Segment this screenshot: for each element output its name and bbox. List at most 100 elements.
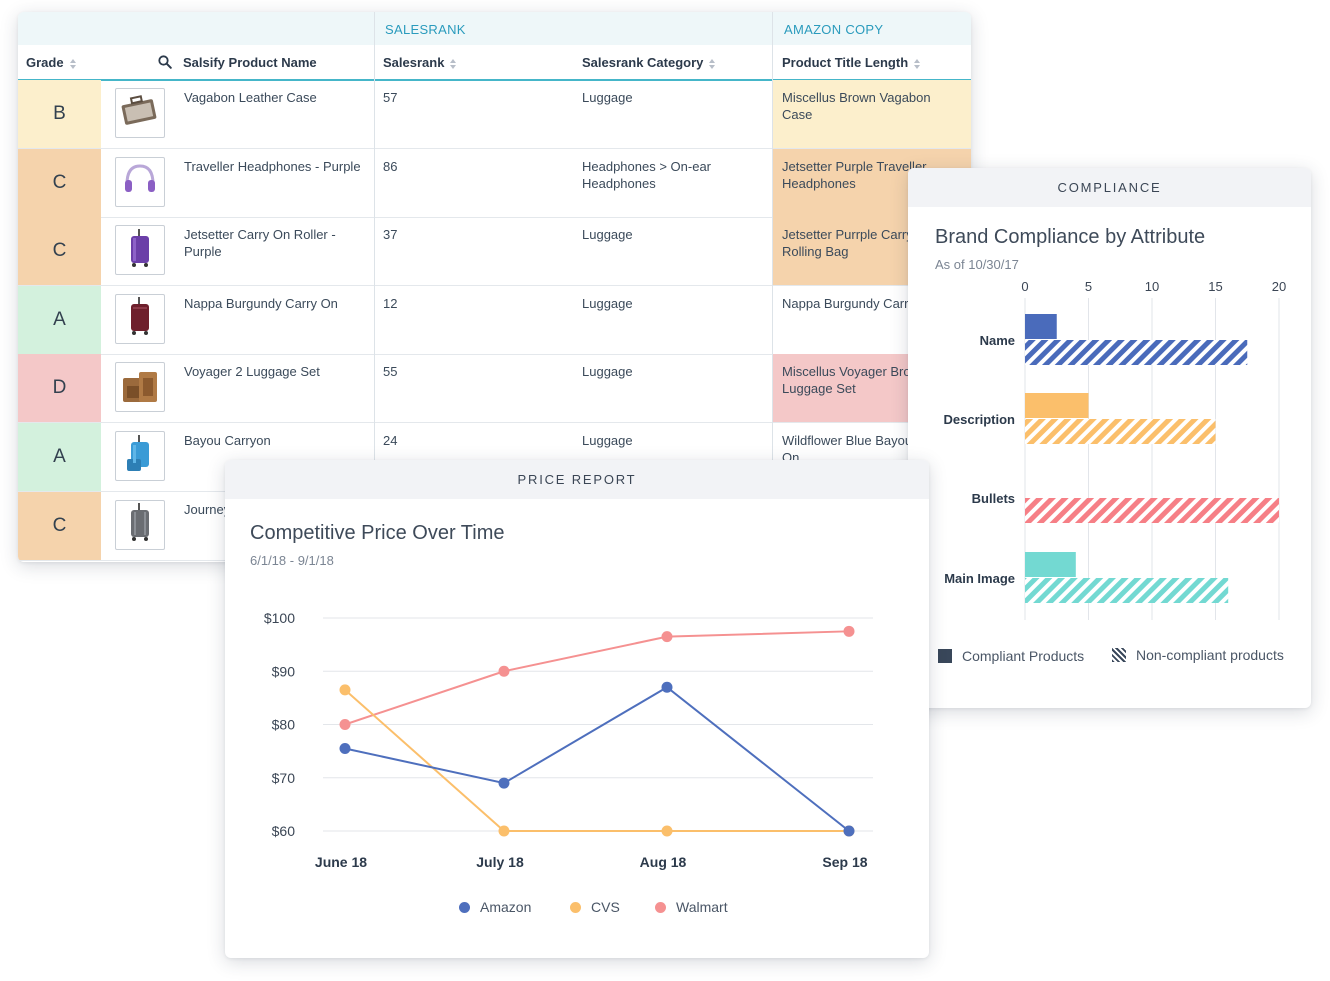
data-point-cvs (498, 825, 510, 837)
column-divider (374, 12, 375, 562)
category-label: Name (980, 333, 1015, 348)
product-name[interactable]: Jetsetter Carry On Roller - Purple (184, 227, 336, 260)
product-table: SALESRANK AMAZON COPY Grade Salsify Prod… (18, 12, 971, 562)
data-point-walmart (843, 625, 855, 637)
x-tick-label: 15 (1208, 279, 1222, 294)
product-name[interactable]: Bayou Carryon (184, 433, 271, 448)
header-grade-label: Grade (26, 55, 64, 70)
blue-suitcase-icon (119, 433, 161, 480)
table-header-row: Grade Salsify Product Name Salesrank Sal… (18, 45, 971, 81)
product-thumbnail[interactable] (115, 499, 165, 550)
y-tick-label: $80 (272, 717, 296, 733)
table-row[interactable]: D Voyager 2 Luggage Set 55 Luggage Miscellus… (18, 354, 971, 424)
product-thumbnail[interactable] (115, 431, 165, 481)
product-name[interactable]: Vagabon Leather Case (184, 90, 317, 105)
sort-icon[interactable] (450, 58, 457, 69)
legend-compliant-label: Compliant Products (962, 648, 1085, 664)
data-point-cvs (339, 684, 351, 696)
salesrank-category: Luggage (582, 90, 633, 105)
table-row[interactable]: C Traveller Headphones - Purple 86 Headphon… (18, 148, 971, 218)
salesrank-value: 55 (383, 364, 398, 380)
grade-badge: C (18, 491, 101, 560)
series-line-amazon (344, 686, 850, 832)
legend-noncompliant: Non-compliant products (1112, 647, 1284, 663)
product-thumbnail[interactable] (115, 88, 165, 138)
table-row[interactable]: A Nappa Burgundy Carry On 12 Luggage Nappa B… (18, 285, 971, 355)
amazon-title: Miscellus Brown Vagabon Case (782, 90, 931, 122)
price-subtitle: 6/1/18 - 9/1/18 (250, 553, 334, 568)
grey-suitcase-icon (119, 501, 161, 548)
x-tick-label: 0 (1021, 279, 1028, 294)
legend-swatch-solid (938, 649, 952, 663)
header-salesrank-label: Salesrank (383, 55, 445, 70)
compliance-bar-chart: 0 5 10 15 20 Name Description Bullets Main Image (943, 279, 1286, 620)
data-point-amazon (661, 681, 673, 693)
legend-swatch-striped (1112, 648, 1126, 662)
salesrank-value: 86 (383, 158, 398, 174)
legend-noncompliant-label: Non-compliant products (1136, 647, 1284, 663)
header-title-length-label: Product Title Length (782, 55, 909, 70)
search-icon[interactable] (158, 55, 172, 69)
group-salesrank: SALESRANK (385, 22, 466, 37)
luggage-set-icon (119, 364, 161, 411)
data-point-amazon (843, 825, 855, 837)
product-thumbnail[interactable] (115, 362, 165, 413)
noncompliant-bar (1025, 340, 1248, 365)
grade-badge: A (18, 423, 101, 491)
product-thumbnail[interactable] (115, 156, 165, 207)
header-salesrank[interactable]: Salesrank (383, 55, 457, 70)
briefcase-icon (119, 90, 161, 137)
product-thumbnail[interactable] (115, 225, 165, 276)
product-name[interactable]: Nappa Burgundy Carry On (184, 295, 338, 311)
sort-icon[interactable] (914, 58, 921, 69)
y-tick-label: $70 (272, 770, 296, 786)
legend-dot-icon (655, 902, 666, 913)
salesrank-category: Luggage (582, 433, 633, 448)
x-tick-label: 20 (1272, 279, 1286, 294)
header-grade[interactable]: Grade (26, 55, 77, 70)
noncompliant-bar (1025, 419, 1216, 444)
product-name[interactable]: Voyager 2 Luggage Set (184, 364, 320, 380)
legend-walmart[interactable]: Walmart (655, 899, 728, 915)
column-divider (772, 12, 773, 562)
product-thumbnail[interactable] (115, 293, 165, 344)
header-category[interactable]: Salesrank Category (582, 55, 716, 70)
table-row[interactable]: C Jetsetter Carry On Roller - Purple 37 Lug… (18, 217, 971, 287)
legend-amazon[interactable]: Amazon (459, 899, 531, 915)
category-label: Description (943, 412, 1015, 427)
legend-label: Amazon (480, 899, 532, 915)
purple-suitcase-icon (119, 227, 161, 274)
product-name[interactable]: Traveller Headphones - Purple (184, 158, 361, 174)
compliant-bar (1025, 393, 1089, 418)
series-line-cvs (344, 689, 849, 832)
group-amazon-copy: AMAZON COPY (784, 22, 884, 37)
y-tick-label: $100 (264, 610, 295, 626)
series-line-walmart (344, 630, 850, 726)
compliance-subtitle: As of 10/30/17 (935, 257, 1019, 272)
salesrank-category: Luggage (582, 227, 633, 243)
header-product-name[interactable]: Salsify Product Name (183, 55, 317, 70)
compliance-card: COMPLIANCE Brand Compliance by Attribute… (908, 168, 1311, 708)
legend-label: CVS (591, 899, 620, 915)
product-name[interactable]: Journey (184, 501, 231, 517)
column-group-row: SALESRANK AMAZON COPY (18, 12, 971, 45)
compliance-title: Brand Compliance by Attribute (935, 226, 1206, 248)
grade-badge: D (18, 354, 101, 423)
sort-icon[interactable] (69, 58, 77, 69)
header-category-label: Salesrank Category (582, 55, 704, 70)
table-row[interactable]: B Vagabon Leather Case 57 Luggage Miscellus … (18, 80, 971, 149)
legend-dot-icon (459, 902, 470, 913)
x-tick-label: June 18 (315, 854, 367, 870)
category-label: Bullets (972, 491, 1015, 506)
legend-cvs[interactable]: CVS (570, 899, 620, 915)
y-tick-label: $60 (272, 823, 296, 839)
data-point-cvs (661, 825, 673, 837)
noncompliant-bar (1025, 578, 1229, 603)
x-tick-label: Aug 18 (640, 854, 687, 870)
y-tick-label: $90 (272, 663, 296, 679)
sort-icon[interactable] (709, 58, 716, 69)
x-tick-label: Sep 18 (822, 854, 867, 870)
salesrank-value: 37 (383, 227, 398, 243)
legend-label: Walmart (676, 899, 728, 915)
header-title-length[interactable]: Product Title Length (782, 55, 921, 70)
